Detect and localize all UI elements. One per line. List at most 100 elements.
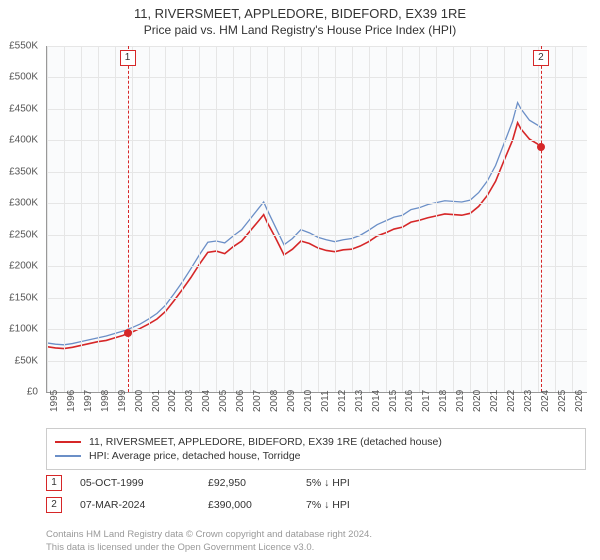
gridline-v	[318, 46, 319, 392]
x-axis-label: 2013	[354, 390, 365, 412]
gridline-v	[267, 46, 268, 392]
x-axis-label: 1996	[66, 390, 77, 412]
gridline-v	[436, 46, 437, 392]
x-axis-label: 2014	[371, 390, 382, 412]
event-price: £390,000	[208, 499, 288, 511]
x-axis-label: 2007	[252, 390, 263, 412]
x-axis-label: 1998	[100, 390, 111, 412]
gridline-v	[47, 46, 48, 392]
event-marker: 1	[46, 475, 62, 491]
x-axis-label: 1999	[117, 390, 128, 412]
event-row-1: 1 05-OCT-1999 £92,950 5% ↓ HPI	[46, 472, 586, 494]
x-axis-label: 2000	[134, 390, 145, 412]
gridline-v	[199, 46, 200, 392]
gridline-v	[402, 46, 403, 392]
legend-item: 11, RIVERSMEET, APPLEDORE, BIDEFORD, EX3…	[55, 435, 577, 449]
gridline-v	[470, 46, 471, 392]
legend-box: 11, RIVERSMEET, APPLEDORE, BIDEFORD, EX3…	[46, 428, 586, 470]
chart-subtitle: Price paid vs. HM Land Registry's House …	[0, 23, 600, 41]
gridline-v	[555, 46, 556, 392]
plot-region: 12	[46, 46, 587, 393]
x-axis-label: 2016	[404, 390, 415, 412]
y-axis-label: £0	[27, 387, 38, 398]
event-pct: 7% ↓ HPI	[306, 499, 386, 511]
y-axis-label: £400K	[9, 135, 38, 146]
x-axis-label: 2001	[151, 390, 162, 412]
chart-container: 11, RIVERSMEET, APPLEDORE, BIDEFORD, EX3…	[0, 0, 600, 560]
y-axis-label: £500K	[9, 72, 38, 83]
gridline-v	[132, 46, 133, 392]
gridline-v	[182, 46, 183, 392]
event-price: £92,950	[208, 477, 288, 489]
y-axis-label: £450K	[9, 103, 38, 114]
y-axis-label: £250K	[9, 229, 38, 240]
footer-attribution: Contains HM Land Registry data © Crown c…	[46, 529, 586, 554]
marker-dot-1	[124, 329, 132, 337]
gridline-v	[453, 46, 454, 392]
gridline-v	[250, 46, 251, 392]
gridline-v	[284, 46, 285, 392]
series-hpi	[47, 103, 541, 345]
gridline-v	[386, 46, 387, 392]
x-axis-label: 2025	[557, 390, 568, 412]
legend-swatch	[55, 441, 81, 443]
y-axis-label: £150K	[9, 292, 38, 303]
x-axis-label: 1995	[49, 390, 60, 412]
events-table: 1 05-OCT-1999 £92,950 5% ↓ HPI 2 07-MAR-2024 £…	[46, 472, 586, 516]
y-axis-label: £100K	[9, 324, 38, 335]
gridline-v	[115, 46, 116, 392]
marker-dot-2	[537, 143, 545, 151]
gridline-v	[352, 46, 353, 392]
gridline-v	[64, 46, 65, 392]
y-axis-label: £200K	[9, 261, 38, 272]
gridline-v	[335, 46, 336, 392]
gridline-v	[572, 46, 573, 392]
gridline-v	[301, 46, 302, 392]
y-axis-label: £300K	[9, 198, 38, 209]
x-axis-label: 2026	[574, 390, 585, 412]
x-axis-label: 2008	[269, 390, 280, 412]
chart-title: 11, RIVERSMEET, APPLEDORE, BIDEFORD, EX3…	[0, 0, 600, 23]
event-row-2: 2 07-MAR-2024 £390,000 7% ↓ HPI	[46, 494, 586, 516]
gridline-v	[98, 46, 99, 392]
x-axis-label: 2021	[489, 390, 500, 412]
x-axis-label: 2020	[472, 390, 483, 412]
gridline-v	[538, 46, 539, 392]
x-axis-label: 1997	[83, 390, 94, 412]
gridline-v	[521, 46, 522, 392]
gridline-v	[369, 46, 370, 392]
x-axis-label: 2004	[201, 390, 212, 412]
gridline-v	[216, 46, 217, 392]
x-axis-label: 2010	[303, 390, 314, 412]
event-date: 05-OCT-1999	[80, 477, 190, 489]
legend-label: 11, RIVERSMEET, APPLEDORE, BIDEFORD, EX3…	[89, 436, 442, 448]
gridline-v	[233, 46, 234, 392]
x-axis-label: 2019	[455, 390, 466, 412]
event-pct: 5% ↓ HPI	[306, 477, 386, 489]
x-axis-label: 2024	[540, 390, 551, 412]
x-axis-label: 2018	[438, 390, 449, 412]
legend-swatch	[55, 455, 81, 457]
x-axis-label: 2022	[506, 390, 517, 412]
x-axis-label: 2015	[388, 390, 399, 412]
gridline-v	[81, 46, 82, 392]
marker-vline-2	[541, 46, 542, 392]
event-date: 07-MAR-2024	[80, 499, 190, 511]
x-axis-label: 2005	[218, 390, 229, 412]
chart-area: 12 £0£50K£100K£150K£200K£250K£300K£350K£…	[46, 46, 586, 392]
legend-label: HPI: Average price, detached house, Torr…	[89, 450, 301, 462]
x-axis-label: 2012	[337, 390, 348, 412]
gridline-v	[419, 46, 420, 392]
marker-box-1: 1	[120, 50, 136, 66]
x-axis-label: 2003	[184, 390, 195, 412]
footer-line-2: This data is licensed under the Open Gov…	[46, 542, 586, 554]
x-axis-label: 2009	[286, 390, 297, 412]
marker-vline-1	[128, 46, 129, 392]
footer-line-1: Contains HM Land Registry data © Crown c…	[46, 529, 586, 541]
gridline-v	[149, 46, 150, 392]
gridline-v	[165, 46, 166, 392]
legend-item: HPI: Average price, detached house, Torr…	[55, 449, 577, 463]
event-marker: 2	[46, 497, 62, 513]
gridline-v	[487, 46, 488, 392]
x-axis-label: 2002	[167, 390, 178, 412]
